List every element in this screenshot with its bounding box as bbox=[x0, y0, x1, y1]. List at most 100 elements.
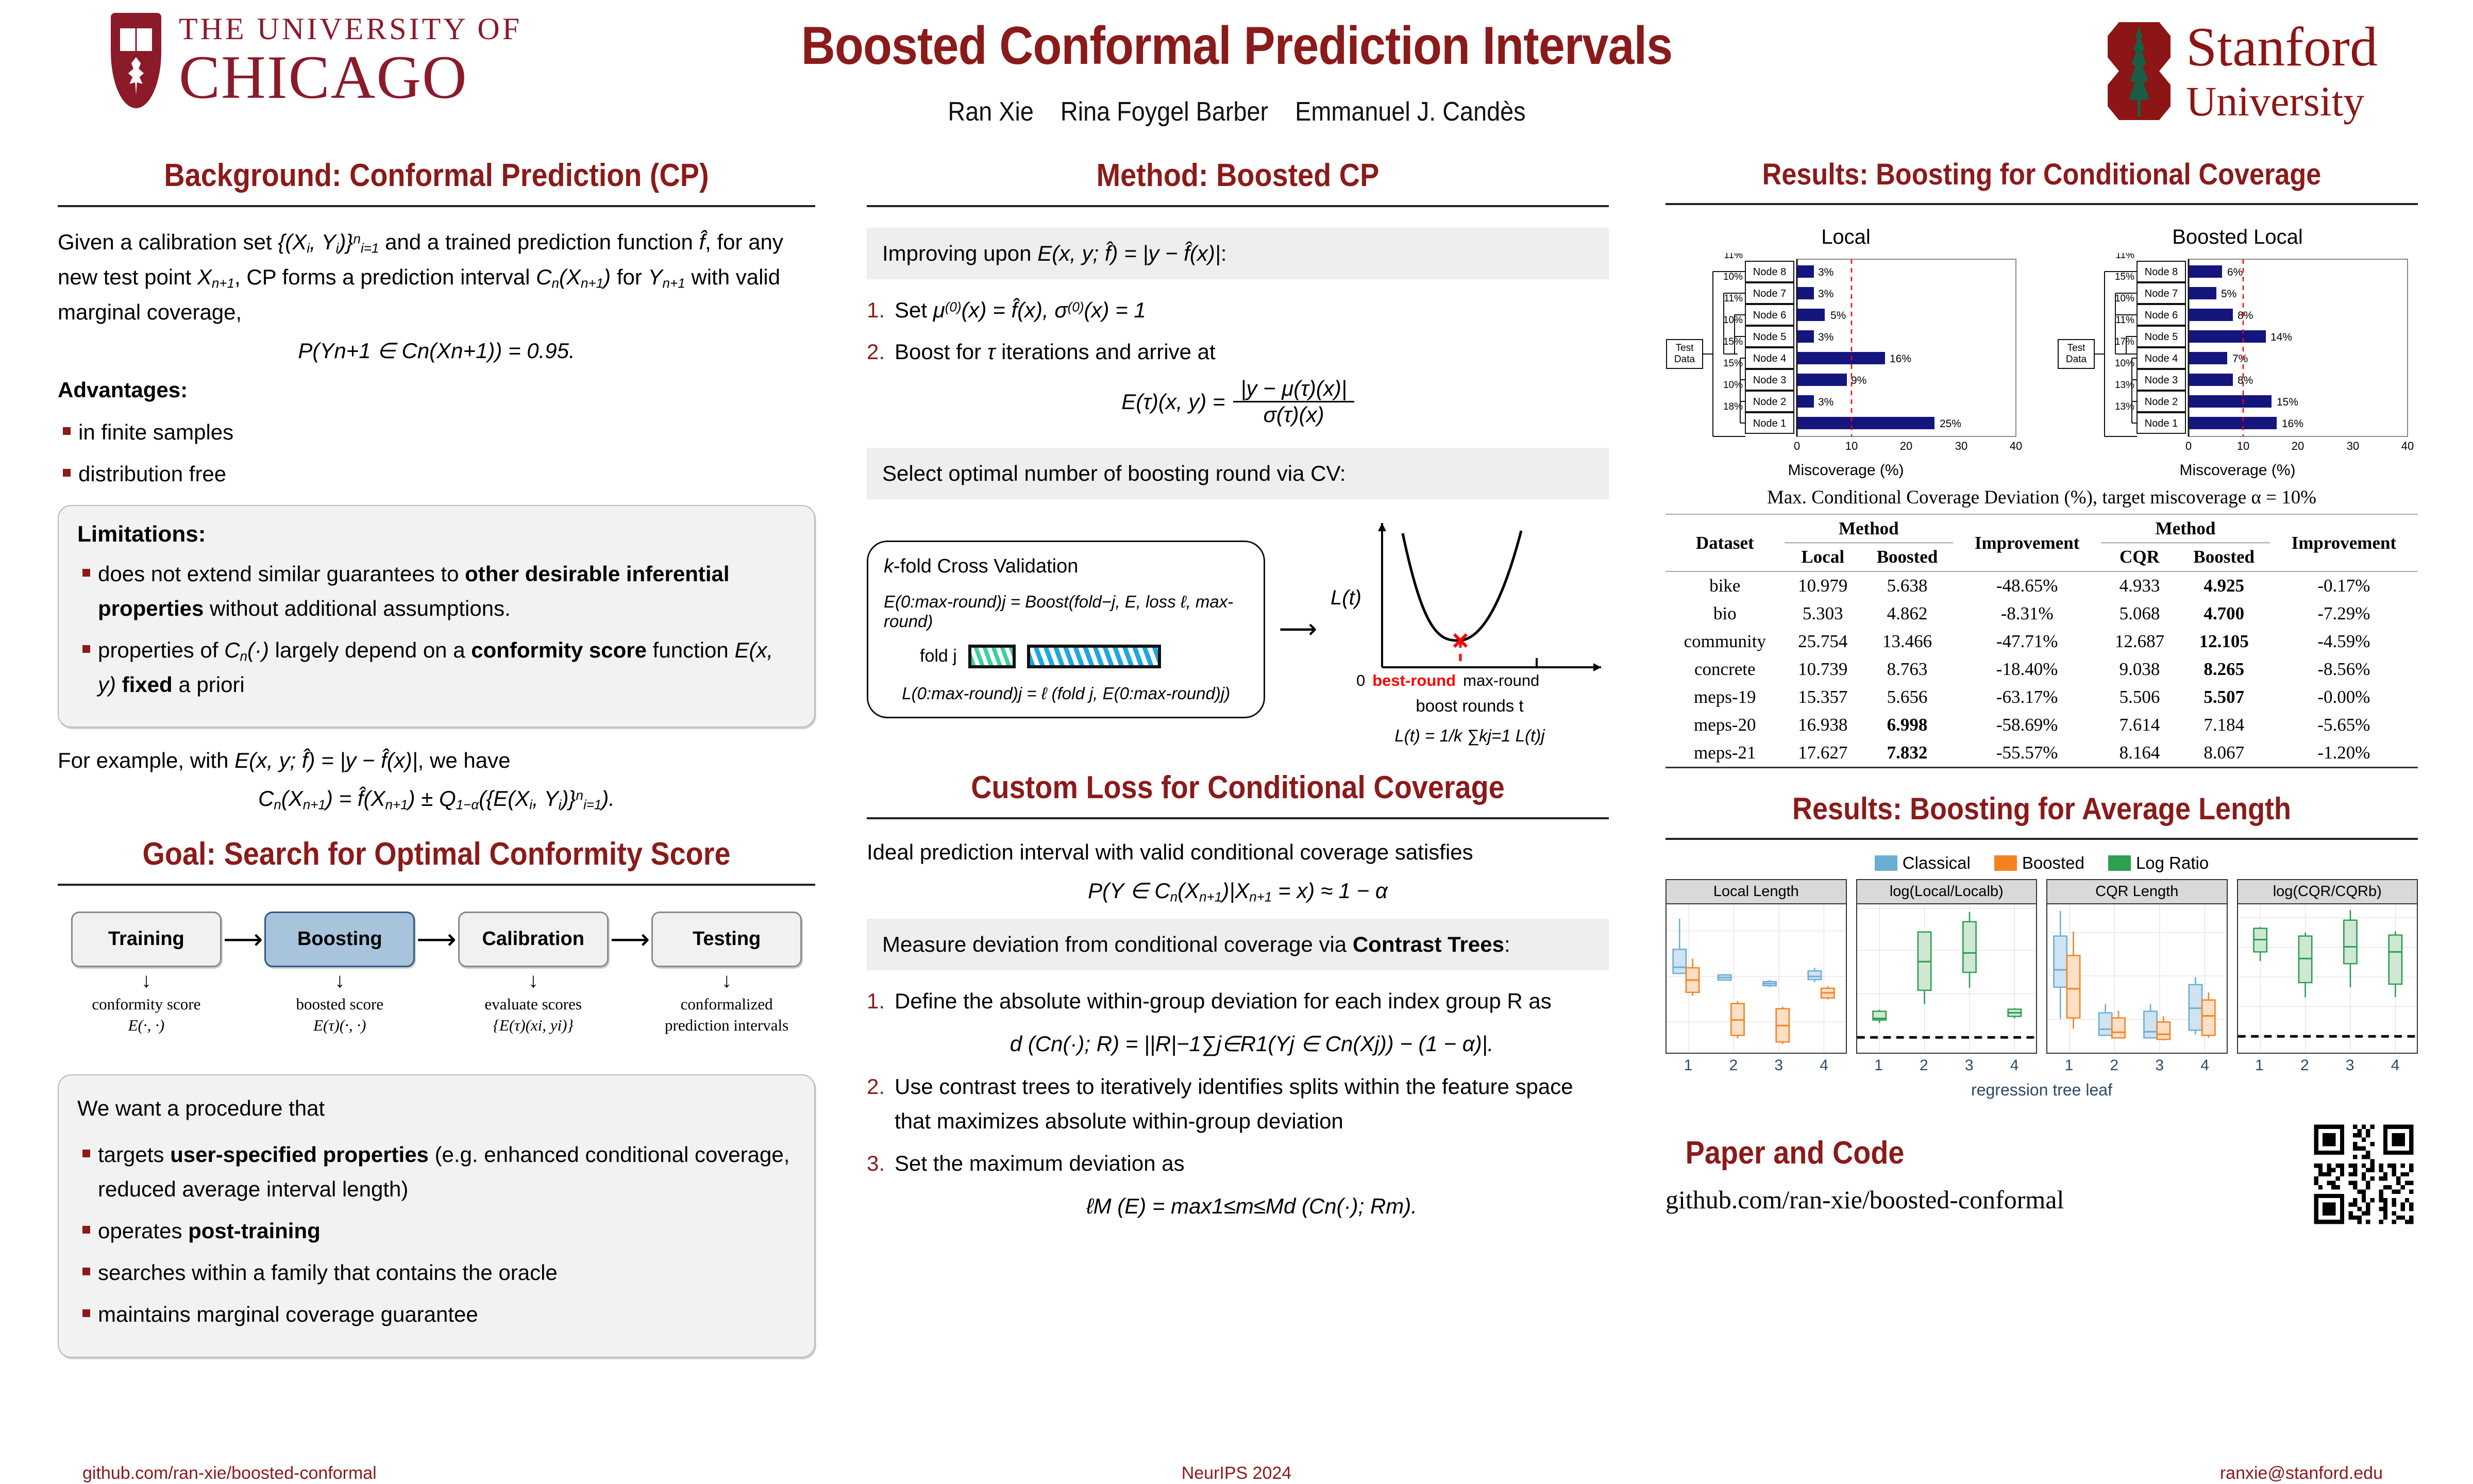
flow-box-label[interactable]: Boosting bbox=[264, 911, 415, 967]
svg-text:10%: 10% bbox=[1723, 380, 1743, 391]
fold-label: fold j bbox=[920, 646, 957, 666]
svg-text:Test: Test bbox=[1676, 343, 1694, 353]
ideal-interval-line: Ideal prediction interval with valid con… bbox=[867, 840, 1473, 865]
list-item: maintains marginal coverage guarantee bbox=[80, 1297, 796, 1331]
panel-title: log(Local/Localb) bbox=[1856, 879, 2037, 904]
svg-text:Data: Data bbox=[2066, 354, 2087, 365]
local-length-boxplot-svg bbox=[1666, 904, 1847, 1054]
max-deviation-equation: ℓM (E) = max1≤m≤Md (Cn(·); Rm). bbox=[1086, 1193, 1417, 1218]
fold-illustration: fold j bbox=[920, 644, 1248, 668]
cell-improvement-local: -47.71% bbox=[1996, 631, 2058, 651]
flow-step-training: Training ↓ conformity score E(·, ·) bbox=[71, 911, 222, 1036]
flow-box-label[interactable]: Training bbox=[71, 911, 222, 967]
tick-max-round: max-round bbox=[1463, 671, 1540, 690]
svg-text:Node 2: Node 2 bbox=[2145, 396, 2178, 408]
flow-box-label[interactable]: Testing bbox=[651, 911, 802, 967]
example-equation: Cn(Xn+1) = f̂(Xn+1) ± Q1−α({E(Xi, Yi)}ni… bbox=[258, 786, 615, 813]
svg-text:11%: 11% bbox=[1724, 293, 1743, 304]
limitations-heading: Limitations: bbox=[77, 521, 206, 547]
cell-local: 16.938 bbox=[1798, 715, 1848, 735]
table-group-header-row: Dataset Method Improvement Method Improv… bbox=[1666, 514, 2418, 553]
divider bbox=[1666, 203, 2418, 205]
down-arrow-icon: ↓ bbox=[141, 969, 152, 992]
list-item: targets user-specified properties (e.g. … bbox=[80, 1137, 796, 1206]
panel-log-local: log(Local/Localb) bbox=[1856, 879, 2037, 1074]
flow-caption: conformity score E(·, ·) bbox=[92, 994, 201, 1034]
cell-improvement-cqr: -7.29% bbox=[2317, 603, 2370, 623]
length-boxplots: Classical Boosted Log Ratio Local Length bbox=[1666, 853, 2418, 1100]
divider bbox=[58, 883, 815, 886]
cell-local: 15.357 bbox=[1798, 687, 1848, 707]
table-header-row: Local Boosted CQR Boosted bbox=[1666, 543, 2418, 572]
results-table: Max. Conditional Coverage Deviation (%),… bbox=[1666, 479, 2418, 768]
table-caption: Max. Conditional Coverage Deviation (%),… bbox=[1767, 487, 2317, 508]
svg-text:15%: 15% bbox=[2277, 396, 2298, 408]
svg-text:Node 2: Node 2 bbox=[1753, 396, 1787, 408]
repo-link[interactable]: github.com/ran-xie/boosted-conformal bbox=[1666, 1185, 2064, 1214]
flow-step-testing: Testing ↓ conformalized prediction interv… bbox=[651, 911, 802, 1036]
cell-improvement-local: -8.31% bbox=[2000, 603, 2054, 623]
svg-text:20: 20 bbox=[2292, 440, 2304, 452]
limitations-list: does not extend similar guarantees to ot… bbox=[80, 556, 796, 702]
legend-item-boosted: Boosted bbox=[1994, 853, 2084, 873]
cv-box-title: k-fold Cross Validation bbox=[884, 555, 1079, 577]
advantages-heading: Advantages: bbox=[58, 378, 188, 402]
cell-boosted-cqr: 8.265 bbox=[2203, 659, 2245, 679]
qr-code-icon[interactable] bbox=[2310, 1120, 2418, 1228]
cell-local: 17.627 bbox=[1798, 743, 1848, 763]
uchicago-wordmark: THE UNIVERSITY OF CHICAGO bbox=[179, 13, 522, 108]
cell-local: 25.754 bbox=[1798, 631, 1848, 651]
svg-text:Node 7: Node 7 bbox=[1753, 288, 1787, 299]
cv-average-loss-equation: L(t) = 1/k ∑kj=1 L(t)j bbox=[1394, 726, 1545, 746]
section-title-goal: Goal: Search for Optimal Conformity Scor… bbox=[142, 836, 731, 872]
table-row: concrete 10.739 8.763 -18.40% 9.038 8.265 -8.5… bbox=[1666, 655, 2418, 683]
list-item: Define the absolute within-group deviati… bbox=[867, 984, 1609, 1061]
ideal-interval-equation: P(Y ∈ Cn(Xn+1)|Xn+1 = x) ≈ 1 − α bbox=[1088, 879, 1388, 905]
flow-box-label[interactable]: Calibration bbox=[458, 911, 609, 967]
legend-swatch-classical bbox=[1874, 855, 1897, 871]
footer-email[interactable]: ranxie@stanford.edu bbox=[2219, 1463, 2383, 1483]
list-item: distribution free bbox=[61, 457, 815, 491]
section-title-custom-loss: Custom Loss for Conditional Coverage bbox=[971, 770, 1505, 806]
cell-boosted-local: 7.832 bbox=[1887, 743, 1928, 763]
svg-text:16%: 16% bbox=[2282, 418, 2303, 430]
cell-improvement-cqr: -4.59% bbox=[2317, 631, 2370, 651]
list-item: properties of Cn(·) largely depend on a … bbox=[80, 633, 796, 702]
boosted-local-tree-bar-svg: Test Data Node 811% Node 715% Node 610% … bbox=[2058, 250, 2414, 452]
section-title-results-conditional: Results: Boosting for Conditional Covera… bbox=[1762, 158, 2321, 191]
divider bbox=[1666, 838, 2418, 840]
uchicago-line2: CHICAGO bbox=[179, 42, 468, 111]
svg-text:Data: Data bbox=[1674, 354, 1695, 365]
boxplot-xlabel: regression tree leaf bbox=[1971, 1081, 2112, 1099]
cell-boosted-cqr: 5.507 bbox=[2203, 687, 2245, 707]
marginal-coverage-equation: P(Yn+1 ∈ Cn(Xn+1)) = 0.95. bbox=[298, 339, 575, 363]
cell-boosted-local: 13.466 bbox=[1882, 631, 1932, 651]
author-list: Ran Xie Rina Foygel Barber Emmanuel J. C… bbox=[948, 97, 1526, 127]
cv-boost-equation: E(0:max-round)j = Boost(fold−j, E, loss … bbox=[884, 592, 1234, 631]
svg-text:Node 4: Node 4 bbox=[2145, 353, 2178, 364]
tick-best-round: best-round bbox=[1372, 671, 1456, 690]
svg-text:10%: 10% bbox=[2115, 293, 2134, 304]
cell-boosted-cqr: 4.925 bbox=[2203, 576, 2245, 596]
panel-title: CQR Length bbox=[2046, 879, 2228, 904]
svg-text:Node 8: Node 8 bbox=[1753, 266, 1787, 278]
cell-dataset: meps-21 bbox=[1694, 743, 1756, 763]
svg-text:30: 30 bbox=[2347, 440, 2359, 452]
divider bbox=[867, 205, 1609, 207]
cell-dataset: bike bbox=[1709, 576, 1741, 596]
cell-improvement-cqr: -0.17% bbox=[2317, 576, 2370, 596]
footer-repo[interactable]: github.com/ran-xie/boosted-conformal bbox=[82, 1463, 377, 1483]
svg-text:Node 4: Node 4 bbox=[1753, 353, 1787, 364]
panel-local-length: Local Length bbox=[1666, 879, 1847, 1074]
loss-curve-xticks: 0 best-round max-round bbox=[1356, 671, 1609, 690]
section-title-background: Background: Conformal Prediction (CP) bbox=[164, 158, 709, 193]
column-right: Results: Boosting for Conditional Covera… bbox=[1666, 157, 2418, 1228]
paper-code-title: Paper and Code bbox=[1685, 1135, 1905, 1171]
boxplot-panels: Local Length bbox=[1666, 879, 2418, 1074]
svg-text:3%: 3% bbox=[1818, 331, 1833, 343]
pipeline-flow-diagram: Training ↓ conformity score E(·, ·) ⟶ Boo… bbox=[58, 911, 815, 1036]
cell-cqr: 12.687 bbox=[2114, 631, 2165, 651]
